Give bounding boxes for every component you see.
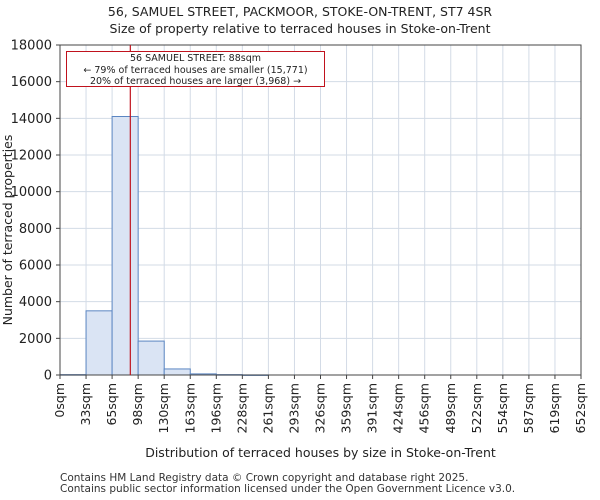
y-tick-label: 6000 (19, 259, 52, 274)
x-tick-label: 554sqm (495, 383, 510, 433)
annotation-box: 56 SAMUEL STREET: 88sqm ← 79% of terrace… (66, 51, 325, 87)
annotation-line2: ← 79% of terraced houses are smaller (15… (83, 64, 308, 76)
chart-title-line1: 56, SAMUEL STREET, PACKMOOR, STOKE-ON-TR… (107, 4, 493, 19)
x-tick-label: 65sqm (104, 383, 119, 426)
x-tick-label: 522sqm (469, 383, 484, 433)
x-tick-label: 489sqm (443, 383, 458, 433)
x-tick-label: 196sqm (208, 383, 223, 433)
x-tick-label: 391sqm (365, 383, 380, 433)
annotation-line1: 56 SAMUEL STREET: 88sqm (129, 53, 262, 64)
x-tick-label: 619sqm (547, 383, 562, 433)
x-axis-label: Distribution of terraced houses by size … (145, 445, 496, 460)
y-tick-label: 8000 (19, 222, 52, 237)
footer-line1: Contains HM Land Registry data © Crown c… (60, 472, 469, 484)
x-tick-label: 456sqm (417, 383, 432, 433)
histogram-bar (85, 310, 113, 376)
y-tick-label: 18000 (11, 39, 52, 54)
histogram-bar (111, 116, 139, 376)
x-tick-label: 424sqm (391, 383, 406, 433)
histogram-bar (163, 368, 191, 376)
footer-line2: Contains public sector information licen… (60, 483, 516, 495)
y-tick-label: 16000 (11, 75, 52, 90)
x-tick-label: 0sqm (52, 383, 67, 418)
y-tick-label: 0 (44, 369, 52, 384)
y-tick-label: 2000 (19, 332, 52, 347)
y-tick-label: 10000 (11, 185, 52, 200)
x-tick-label: 293sqm (286, 383, 301, 433)
y-tick-label: 14000 (11, 112, 52, 127)
y-axis-label: Number of terraced properties (0, 135, 15, 326)
annotation-line3: 20% of terraced houses are larger (3,968… (89, 76, 302, 87)
y-tick-label: 4000 (19, 295, 52, 310)
x-tick-label: 228sqm (234, 383, 249, 433)
y-tick-label: 12000 (11, 149, 52, 164)
chart-title-line2: Size of property relative to terraced ho… (109, 21, 491, 36)
x-tick-label: 326sqm (313, 383, 328, 433)
x-tick-label: 33sqm (78, 383, 93, 426)
x-tick-label: 98sqm (130, 383, 145, 426)
x-tick-label: 163sqm (182, 383, 197, 433)
histogram-bar (137, 340, 165, 376)
x-tick-label: 261sqm (260, 383, 275, 433)
x-tick-label: 652sqm (573, 383, 588, 433)
x-tick-label: 587sqm (521, 383, 536, 433)
x-tick-label: 359sqm (339, 383, 354, 433)
x-tick-label: 130sqm (156, 383, 171, 433)
